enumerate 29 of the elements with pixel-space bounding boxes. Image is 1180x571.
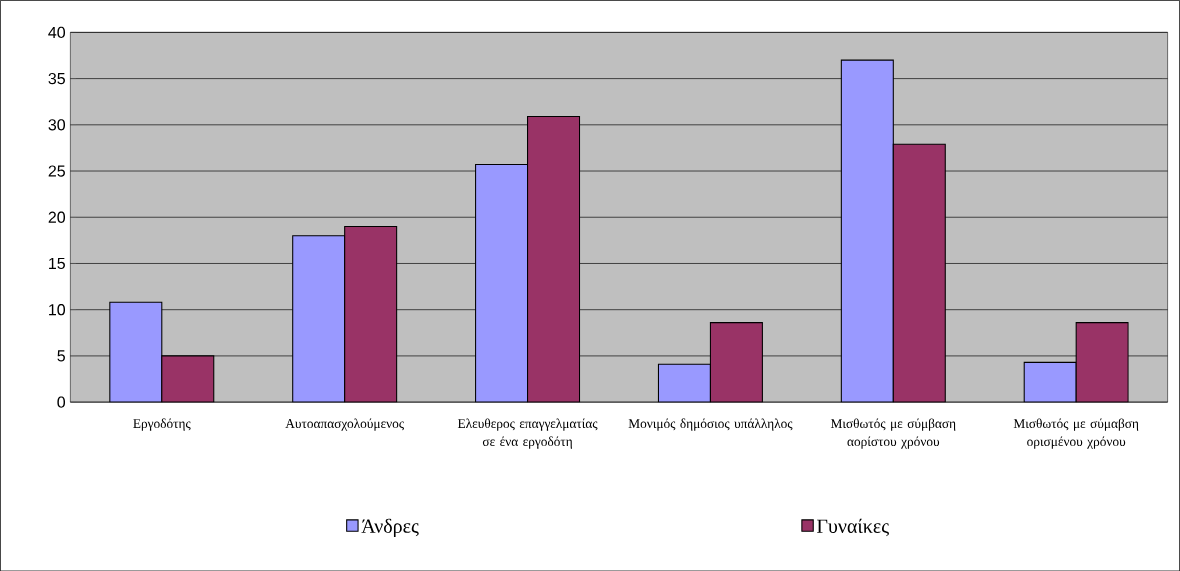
legend-label: Άνδρες xyxy=(361,518,419,537)
y-tick-label: 35 xyxy=(48,72,65,85)
bar xyxy=(161,355,215,402)
bar xyxy=(527,115,581,402)
y-tick-label: 5 xyxy=(57,350,65,362)
y-tick-label: 25 xyxy=(48,165,65,177)
y-tick-label: 15 xyxy=(49,257,65,269)
y-tick-label: 40 xyxy=(48,26,66,38)
bar xyxy=(475,163,529,402)
bar xyxy=(892,143,946,402)
y-tick-label: 10 xyxy=(49,303,66,316)
bar xyxy=(709,321,763,402)
x-tick-label: Ελευθερος επαγγελματίας σε ένα εργοδότη xyxy=(457,418,598,449)
bar xyxy=(344,225,398,402)
bar xyxy=(292,235,346,402)
x-tick-label: Αυτοαπασχολούμενος xyxy=(285,418,404,431)
bar xyxy=(1023,361,1077,402)
x-tick-label: Μισθωτός με σύμαβση ορισμένου χρόνου xyxy=(1013,418,1139,449)
y-tick-label: 0 xyxy=(57,396,66,408)
bar xyxy=(109,301,163,402)
legend-label: Γυναίκες xyxy=(817,518,889,537)
x-tick-label: Εργοδότης xyxy=(133,418,191,431)
x-tick-label: Μονιμός δημόσιος υπάλληλος xyxy=(628,418,793,431)
x-tick-label: Μισθωτός με σύμβαση αορίστου χρόνου xyxy=(830,418,956,449)
y-tick-label: 20 xyxy=(48,211,66,223)
bar xyxy=(657,363,711,402)
bar xyxy=(840,59,894,402)
y-tick-label: 30 xyxy=(48,118,66,131)
bar xyxy=(1075,321,1129,402)
